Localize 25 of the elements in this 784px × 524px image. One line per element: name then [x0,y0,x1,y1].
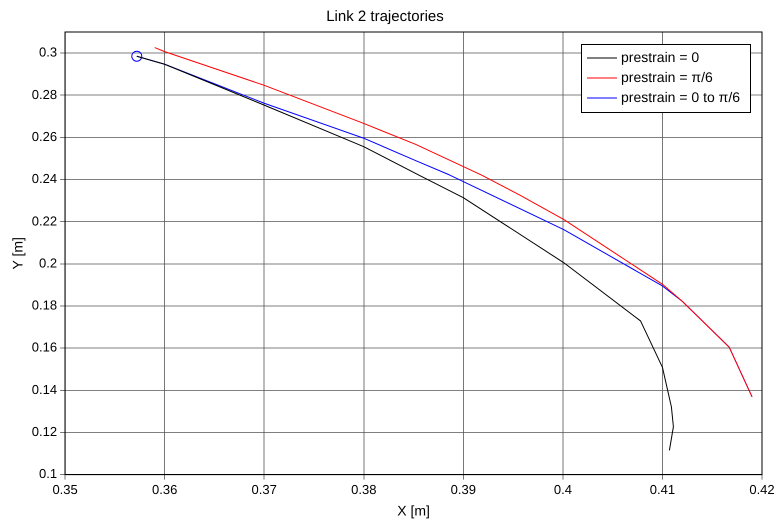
x-tick-label: 0.41 [650,482,676,497]
y-tick-label: 0.22 [32,213,58,228]
legend-label: prestrain = 0 to π/6 [621,88,740,105]
y-tick-label: 0.12 [32,424,58,440]
x-tick-label: 0.4 [554,482,572,497]
legend-label: prestrain = 0 [621,48,700,65]
y-tick-label: 0.18 [32,298,58,313]
y-axis-title: Y [m] [9,237,26,270]
chart-title: Link 2 trajectories [326,8,444,26]
x-tick-label: 0.35 [52,482,78,497]
legend-label: prestrain = π/6 [621,68,713,85]
y-tick-label: 0.1 [39,466,58,482]
x-tick-label: 0.42 [749,482,775,497]
y-tick-label: 0.16 [32,340,58,355]
y-tick-label: 0.24 [32,171,58,186]
y-tick-label: 0.3 [39,44,58,60]
x-tick-label: 0.37 [252,482,277,497]
y-tick-label: 0.2 [39,255,58,270]
x-tick-label: 0.39 [450,482,476,497]
y-tick-label: 0.28 [32,86,58,102]
x-tick-label: 0.36 [152,482,178,497]
y-tick-label: 0.14 [32,382,58,397]
x-axis-title: X [m] [397,502,430,518]
y-tick-label: 0.26 [32,128,58,144]
x-tick-label: 0.38 [351,482,376,497]
